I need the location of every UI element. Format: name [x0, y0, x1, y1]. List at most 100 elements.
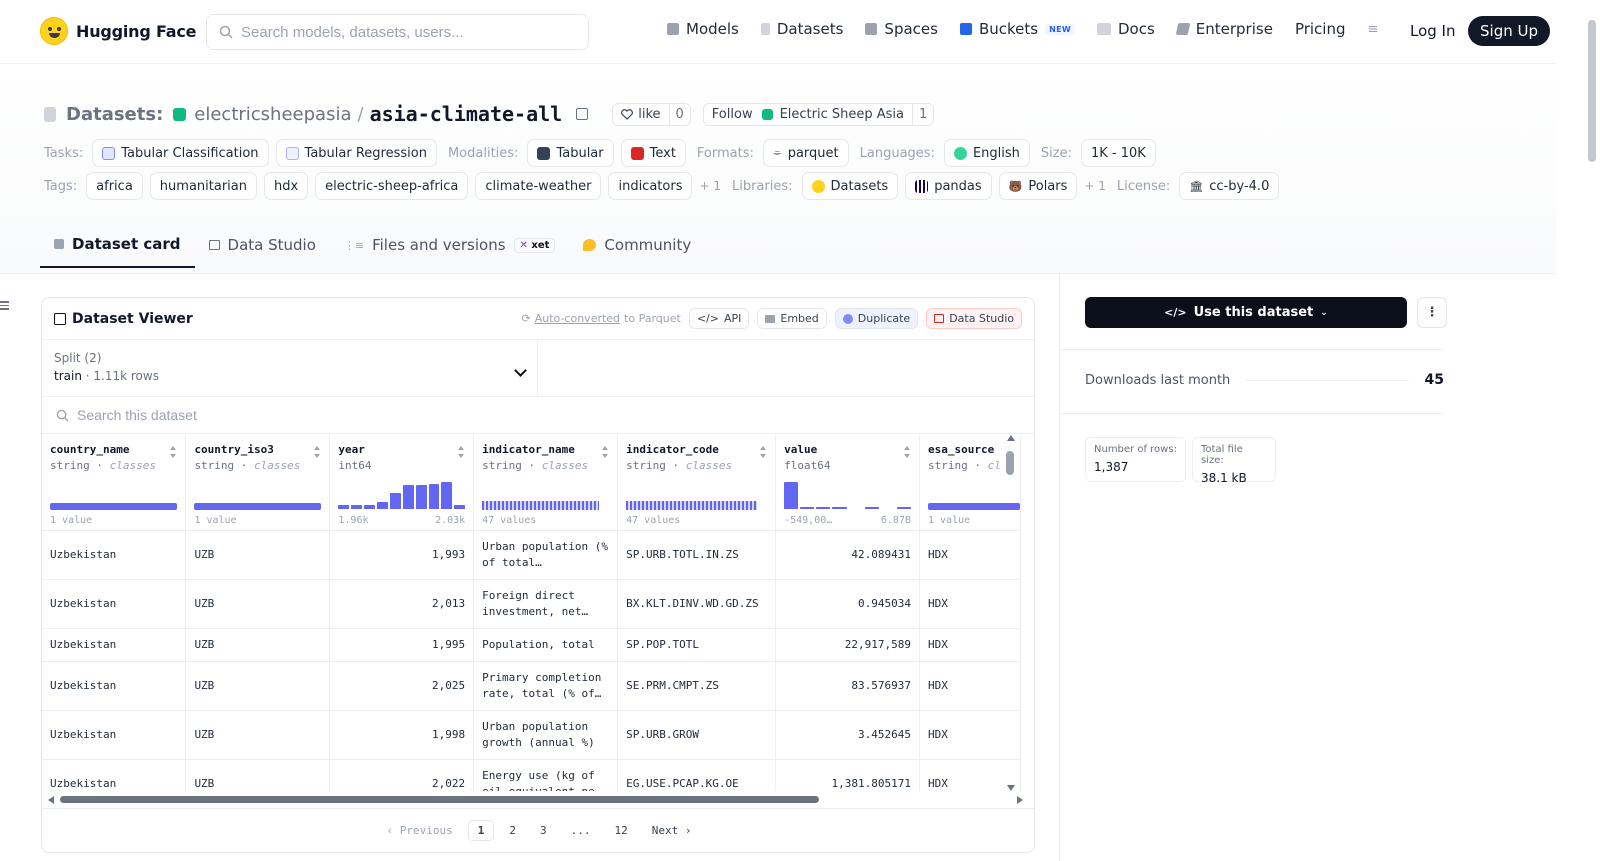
- table-cell[interactable]: Uzbekistan: [42, 661, 187, 711]
- signup-button[interactable]: Sign Up: [1468, 16, 1550, 46]
- tab-dataset-card[interactable]: Dataset card: [40, 222, 195, 268]
- table-cell[interactable]: 42.089431: [775, 530, 920, 580]
- table-cell[interactable]: 22,917,589: [775, 628, 920, 662]
- table-cell[interactable]: 1,993: [329, 530, 475, 580]
- nav-more-menu[interactable]: ≡: [1368, 22, 1379, 37]
- table-cell[interactable]: SP.POP.TOTL: [617, 628, 777, 662]
- tag-chip[interactable]: humanitarian: [149, 172, 257, 200]
- table-cell[interactable]: Population, total: [473, 628, 619, 662]
- table-cell[interactable]: 1,995: [329, 628, 475, 662]
- api-button[interactable]: </> API: [688, 308, 750, 329]
- table-cell[interactable]: SE.PRM.CMPT.ZS: [617, 661, 777, 711]
- tags-more[interactable]: + 1: [699, 179, 721, 193]
- table-cell[interactable]: HDX: [919, 661, 1021, 711]
- page-button[interactable]: 1: [467, 819, 495, 841]
- sort-icon[interactable]: [170, 446, 177, 458]
- libraries-more[interactable]: + 1: [1084, 179, 1106, 193]
- table-cell[interactable]: UZB: [185, 628, 331, 662]
- previous-page-button[interactable]: ‹ Previous: [386, 823, 453, 837]
- logo[interactable]: Hugging Face: [40, 17, 197, 45]
- dataset-search[interactable]: [42, 397, 1034, 434]
- table-cell[interactable]: HDX: [919, 759, 1021, 791]
- column-header[interactable]: year int64 1.96k 2.03k: [329, 435, 475, 531]
- sort-icon[interactable]: [458, 446, 465, 458]
- library-datasets[interactable]: Datasets: [801, 172, 899, 200]
- table-cell[interactable]: 2,025: [329, 661, 475, 711]
- page-button[interactable]: 2: [509, 823, 516, 837]
- tag-chip[interactable]: climate-weather: [475, 172, 602, 200]
- tag-chip[interactable]: africa: [86, 172, 143, 200]
- global-search[interactable]: [206, 14, 589, 50]
- nav-spaces[interactable]: Spaces: [865, 20, 938, 38]
- sort-icon[interactable]: [903, 446, 911, 458]
- like-button[interactable]: like 0: [612, 102, 691, 126]
- table-cell[interactable]: HDX: [919, 710, 1021, 760]
- table-cell[interactable]: Urban population growth (annual %): [473, 710, 619, 760]
- table-cell[interactable]: 1,381.805171: [775, 759, 920, 791]
- table-cell[interactable]: Uzbekistan: [42, 579, 187, 629]
- table-cell[interactable]: 1,998: [329, 710, 475, 760]
- duplicate-button[interactable]: Duplicate: [834, 308, 919, 329]
- use-this-dataset-button[interactable]: </> Use this dataset ⌄: [1085, 297, 1407, 328]
- table-cell[interactable]: Primary completion rate, total (% of…: [473, 661, 619, 711]
- table-cell[interactable]: 3.452645: [775, 710, 920, 760]
- split-selector[interactable]: Split (2) train · 1.11k rows: [42, 340, 538, 396]
- page-button[interactable]: 12: [614, 823, 628, 837]
- tab-files-and-versions[interactable]: ⋮≡ Files and versions ✕ xet: [330, 222, 570, 268]
- tag-chip[interactable]: electric-sheep-africa: [315, 172, 469, 200]
- table-cell[interactable]: Uzbekistan: [42, 759, 187, 791]
- table-cell[interactable]: HDX: [919, 628, 1021, 662]
- page-scrollbar[interactable]: [1588, 20, 1596, 162]
- table-cell[interactable]: UZB: [185, 579, 331, 629]
- sort-icon[interactable]: [602, 446, 609, 458]
- org-link[interactable]: electricsheepasia: [194, 103, 352, 125]
- horizontal-scrollbar[interactable]: [46, 793, 1023, 805]
- table-cell[interactable]: BX.KLT.DINV.WD.GD.ZS: [617, 579, 777, 629]
- nav-pricing[interactable]: Pricing: [1295, 20, 1346, 38]
- follow-button[interactable]: Follow Electric Sheep Asia 1: [702, 102, 935, 126]
- column-header[interactable]: indicator_name string · classes 47 value…: [473, 435, 619, 531]
- sort-icon[interactable]: [314, 446, 321, 458]
- table-cell[interactable]: HDX: [919, 579, 1021, 629]
- nav-docs[interactable]: Docs: [1096, 20, 1155, 38]
- table-cell[interactable]: Uzbekistan: [42, 710, 187, 760]
- language-english[interactable]: English: [943, 139, 1030, 167]
- task-tabular-classification[interactable]: Tabular Classification: [92, 139, 269, 167]
- table-cell[interactable]: Energy use (kg of oil equivalent pe…: [473, 759, 619, 791]
- table-cell[interactable]: SP.URB.TOTL.IN.ZS: [617, 530, 777, 580]
- nav-models[interactable]: Models: [667, 20, 739, 38]
- table-cell[interactable]: 83.576937: [775, 661, 920, 711]
- page-button[interactable]: 3: [539, 823, 547, 837]
- tab-data-studio[interactable]: Data Studio: [195, 222, 330, 268]
- data-studio-button[interactable]: Data Studio: [926, 308, 1022, 329]
- table-cell[interactable]: 2,013: [329, 579, 475, 629]
- format-parquet[interactable]: ⌯ parquet: [762, 139, 849, 167]
- tab-community[interactable]: Community: [569, 222, 705, 268]
- embed-button[interactable]: Embed: [757, 308, 827, 329]
- table-cell[interactable]: Uzbekistan: [42, 628, 187, 662]
- auto-converted-link[interactable]: Auto-converted: [534, 312, 621, 325]
- column-header[interactable]: value float64 -549,00… 6.87B: [775, 435, 920, 531]
- table-cell[interactable]: UZB: [185, 759, 331, 791]
- global-search-input[interactable]: [241, 23, 561, 41]
- size-chip[interactable]: 1K - 10K: [1080, 139, 1156, 167]
- more-options-button[interactable]: ⋮: [1417, 297, 1447, 328]
- table-cell[interactable]: 0.945034: [775, 579, 920, 629]
- license-chip[interactable]: 🏛 cc-by-4.0: [1179, 172, 1280, 200]
- table-cell[interactable]: 2,022: [329, 759, 475, 791]
- table-cell[interactable]: Urban population (% of total…: [473, 530, 619, 580]
- table-cell[interactable]: UZB: [185, 661, 331, 711]
- nav-buckets[interactable]: Buckets NEW: [959, 20, 1075, 38]
- dataset-search-input[interactable]: [77, 407, 677, 423]
- tag-chip[interactable]: hdx: [263, 172, 309, 200]
- table-cell[interactable]: HDX: [919, 530, 1021, 580]
- library-polars[interactable]: 🐻 Polars: [998, 172, 1078, 200]
- repo-name[interactable]: asia-climate-all: [369, 102, 563, 126]
- modality-text[interactable]: Text: [620, 139, 686, 167]
- table-cell[interactable]: SP.URB.GROW: [617, 710, 777, 760]
- login-link[interactable]: Log In: [1410, 22, 1456, 40]
- column-header[interactable]: country_name string · classes 1 value: [42, 435, 187, 531]
- library-pandas[interactable]: pandas: [905, 172, 992, 200]
- table-cell[interactable]: EG.USE.PCAP.KG.OE: [617, 759, 777, 791]
- column-header[interactable]: esa_source string · cl 1 value: [919, 435, 1021, 531]
